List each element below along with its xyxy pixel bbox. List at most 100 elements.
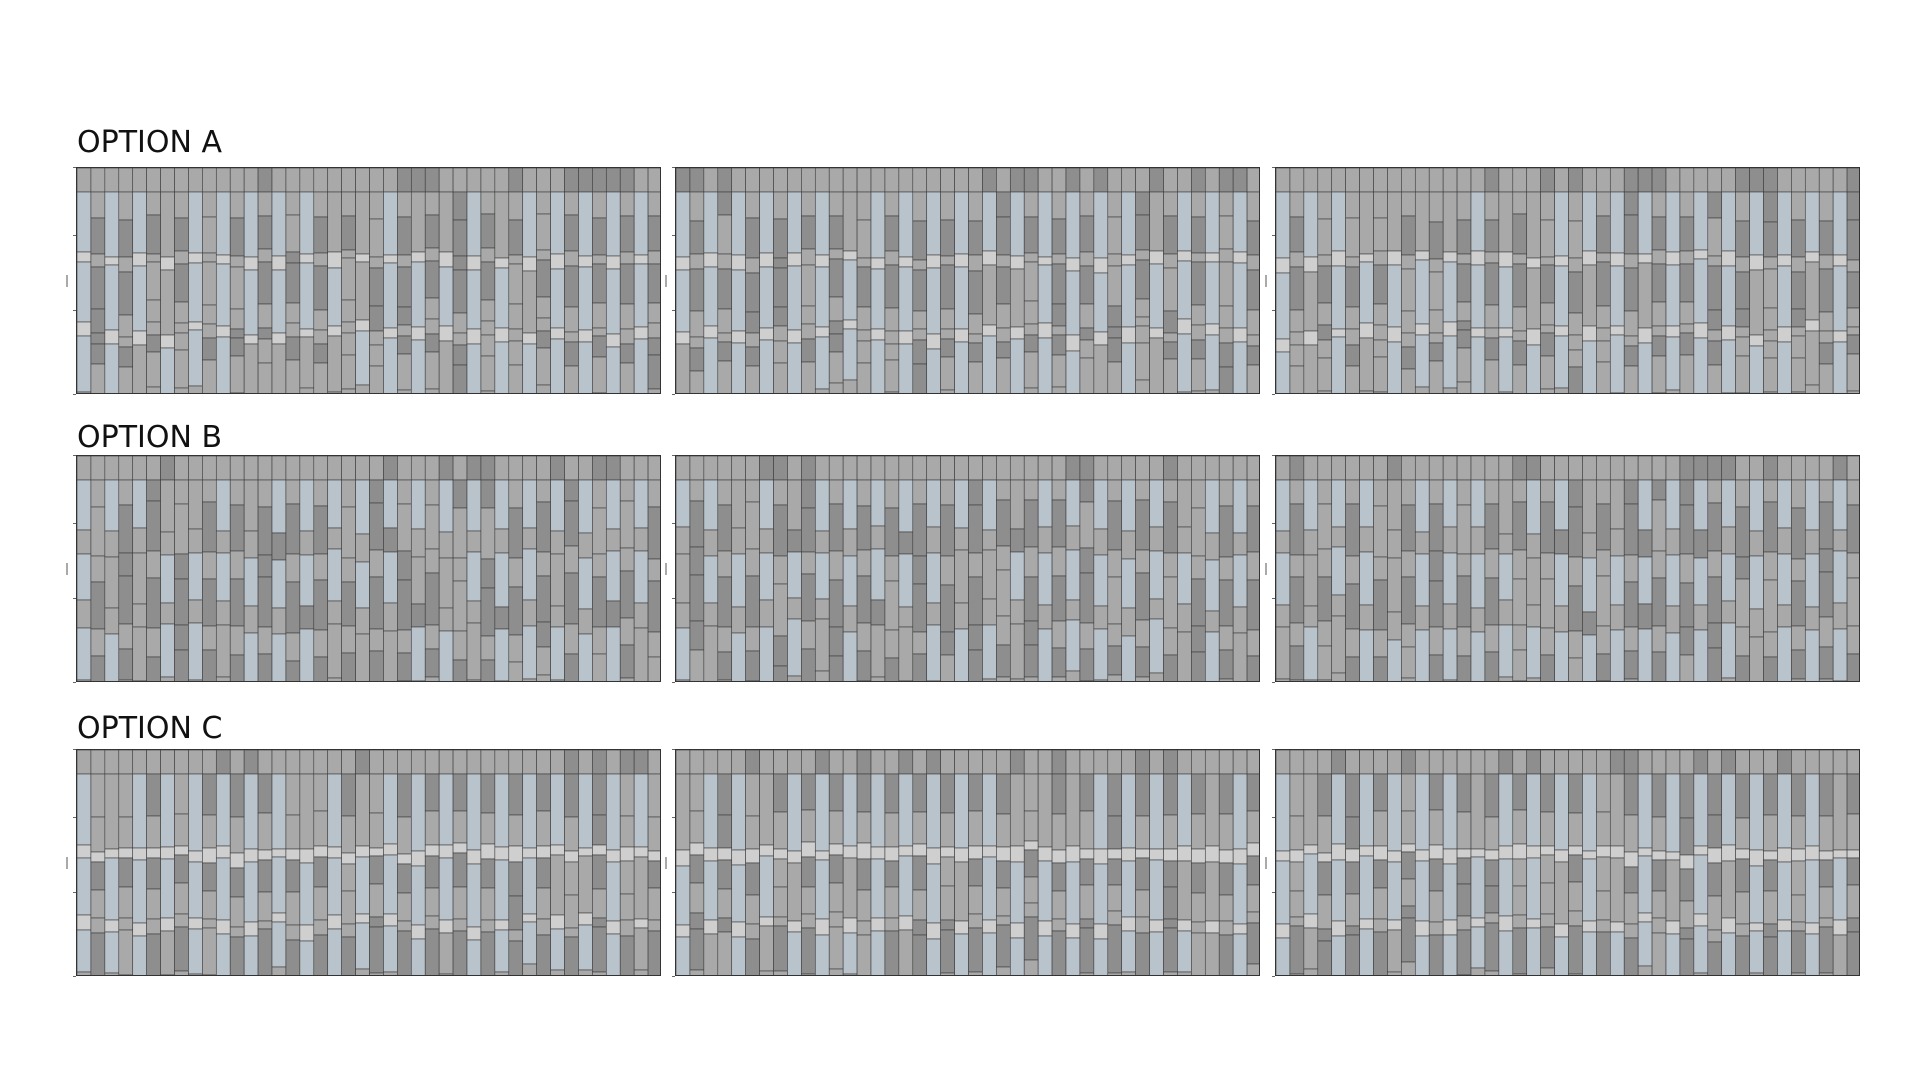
facade-panel-cell <box>202 890 217 920</box>
facade-panel-cell <box>1763 936 1778 975</box>
facade-panel-cell <box>1246 309 1259 336</box>
facade-panel-cell <box>689 500 705 548</box>
facade-panel-cell <box>229 896 245 928</box>
facade-panel-cell <box>870 257 886 270</box>
facade-panel-cell <box>1609 252 1625 267</box>
facade-panel-cell <box>355 561 370 609</box>
facade-panel-cell <box>1735 308 1750 328</box>
facade-panel-cell <box>828 333 844 353</box>
facade-panel-cell <box>1707 550 1723 578</box>
facade-panel-cell <box>1846 813 1859 851</box>
facade-panel-cell <box>1163 971 1178 975</box>
facade-panel-cell <box>174 191 189 219</box>
facade-panel-cell <box>1763 256 1778 270</box>
facade-panel-cell <box>118 504 134 554</box>
facade-panel-cell <box>1428 503 1444 552</box>
facade-cap-cell <box>717 168 733 193</box>
facade-panel-cell <box>912 934 928 975</box>
facade-panel-cell <box>828 248 844 260</box>
facade-panel-cell <box>842 191 858 252</box>
facade-panel-cell <box>1832 529 1848 552</box>
facade-cap-cell <box>215 456 231 481</box>
facade-cap-cell <box>271 168 287 193</box>
facade-panel-cell <box>1456 857 1472 885</box>
facade-panel-cell <box>1135 316 1150 327</box>
facade-panel-cell <box>801 215 816 250</box>
facade-panel-cell <box>1387 264 1402 328</box>
facade-panel-cell <box>1218 305 1234 329</box>
facade-panel-cell <box>982 324 997 337</box>
facade-panel-cell <box>564 214 579 252</box>
facade-panel-cell <box>1276 850 1291 862</box>
facade-panel-cell <box>160 334 175 349</box>
facade-panel-cell <box>1359 551 1374 606</box>
facade-panel-cell <box>1093 191 1109 259</box>
facade-cap-cell <box>1414 456 1430 481</box>
facade-cap-cell <box>271 456 287 481</box>
facade-panel-cell <box>605 268 621 335</box>
facade-panel-cell <box>1777 773 1792 849</box>
facade-panel-cell <box>132 527 147 554</box>
facade-panel-cell <box>592 814 607 846</box>
facade-panel-cell <box>968 927 983 973</box>
facade-panel-cell <box>1317 324 1333 341</box>
facade-panel-cell <box>397 503 412 552</box>
facade-panel-cell <box>842 631 858 681</box>
facade-panel-cell <box>1456 915 1472 931</box>
facade-panel-cell <box>1707 479 1723 504</box>
facade-panel-cell <box>132 344 147 393</box>
facade-panel-cell <box>77 529 92 555</box>
facade-panel-cell <box>1387 250 1402 266</box>
facade-panel-cell <box>759 552 774 601</box>
axis-tick <box>73 455 76 456</box>
facade-panel-cell <box>536 575 551 623</box>
facade-panel-cell <box>271 343 287 393</box>
option-title: OPTION C <box>77 711 223 746</box>
facade-panel-cell <box>1191 773 1206 815</box>
facade-panel-cell <box>480 858 496 889</box>
facade-cap-cell <box>1135 456 1150 481</box>
facade-panel-pattern <box>77 456 660 681</box>
facade-cap-cell <box>1582 456 1597 481</box>
facade-panel-cell <box>188 552 203 601</box>
facade-panel-cell <box>773 362 788 393</box>
facade-cap-cell <box>355 168 370 193</box>
facade-panel-cell <box>424 572 440 626</box>
facade-panel-cell <box>229 578 245 627</box>
axis-tick <box>73 598 76 599</box>
facade-panel-cell <box>856 505 872 551</box>
facade-panel-cell <box>828 854 844 884</box>
facade-panel-cell <box>118 816 134 849</box>
facade-cap-cell <box>647 168 660 193</box>
facade-cap-cell <box>1023 456 1039 481</box>
facade-panel-cell <box>1051 191 1067 220</box>
facade-panel-cell <box>605 479 621 530</box>
facade-panel-cell <box>801 551 816 575</box>
facade-panel-cell <box>1009 338 1025 393</box>
facade-panel-cell <box>1651 263 1667 303</box>
facade-panel-cell <box>508 557 524 588</box>
facade-panel-cell <box>1079 501 1095 549</box>
facade-panel-cell <box>1373 859 1388 889</box>
facade-panel-cell <box>619 846 635 862</box>
facade-panel-cell <box>1121 191 1136 256</box>
facade-panel-cell <box>1246 579 1259 631</box>
axis-tick <box>1272 394 1275 395</box>
facade-panel-cell <box>1191 479 1206 509</box>
facade-panel-cell <box>1651 816 1667 852</box>
facade-cap-cell <box>508 168 524 193</box>
facade-panel-cell <box>1218 934 1234 975</box>
facade-panel-cell <box>870 339 886 393</box>
facade-panel-cell <box>397 863 412 894</box>
facade-panel-cell <box>341 652 356 681</box>
facade-panel-cell <box>1582 479 1597 534</box>
facade-panel-cell <box>452 918 468 932</box>
facade-panel-cell <box>160 479 175 533</box>
facade-panel-cell <box>397 353 412 391</box>
facade-panel-cell <box>1191 507 1206 557</box>
facade-panel-cell <box>243 191 259 258</box>
facade-panel-cell <box>1093 679 1109 681</box>
facade-panel-cell <box>1735 355 1750 393</box>
facade-panel-cell <box>118 479 134 506</box>
facade-panel-cell <box>1637 773 1653 849</box>
